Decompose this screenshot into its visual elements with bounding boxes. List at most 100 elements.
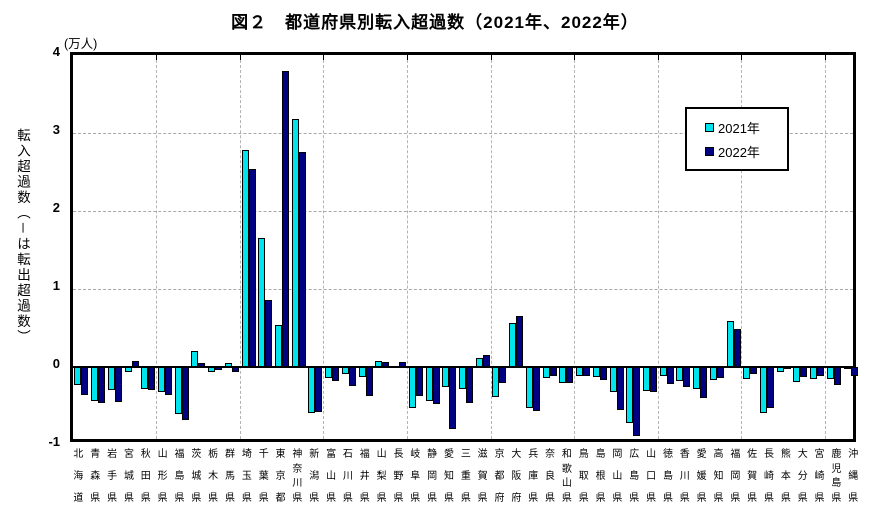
- x-label-char: 葉: [258, 471, 269, 482]
- x-label-char: 県: [646, 493, 657, 504]
- x-label-埼玉県: 埼玉県: [238, 450, 255, 504]
- x-axis-tick-mark: [323, 55, 325, 60]
- x-label-char: 崎: [764, 471, 775, 482]
- bar-2021年-福岡県: [726, 320, 734, 367]
- bar-2021年-岡山県: [609, 367, 617, 392]
- bar-2021年-愛知県: [442, 367, 450, 387]
- x-label-char: 県: [443, 493, 454, 504]
- bar-2021年-鹿児島県: [826, 367, 834, 380]
- x-label-char: 県: [612, 493, 623, 504]
- x-label-富山県: 富山県: [323, 450, 340, 504]
- bar-2022年-福島県: [181, 367, 189, 421]
- bar-2021年-島根県: [592, 367, 600, 378]
- x-label-佐賀県: 佐賀県: [744, 450, 761, 504]
- x-label-char: 島: [831, 478, 842, 490]
- vertical-gridline: [406, 55, 408, 439]
- x-label-長野県: 長野県: [390, 450, 407, 504]
- bar-2021年-滋賀県: [475, 358, 483, 367]
- x-label-char: 沖: [848, 449, 859, 460]
- y-tick-label: 1: [52, 278, 60, 293]
- x-label-char: 児: [831, 463, 842, 475]
- x-label-char: 県: [157, 493, 168, 504]
- legend-item-2021年: 2021年: [705, 118, 787, 137]
- x-label-char: 高: [713, 449, 724, 460]
- bar-2022年-山梨県: [382, 361, 390, 367]
- bar-2022年-香川県: [683, 367, 691, 388]
- x-label-char: 田: [140, 471, 151, 482]
- x-label-char: 県: [679, 493, 690, 504]
- bar-2022年-佐賀県: [750, 367, 758, 375]
- x-label-char: 山: [646, 449, 657, 460]
- bar-2021年-三重県: [459, 367, 466, 389]
- x-label-char: 県: [241, 493, 252, 504]
- x-label-char: 形: [157, 471, 168, 482]
- bar-2021年-石川県: [341, 367, 349, 375]
- x-label-char: 県: [477, 493, 488, 504]
- x-label-山口県: 山口県: [643, 450, 660, 504]
- x-label-char: 岩: [107, 449, 118, 460]
- bar-2022年-広島県: [633, 367, 641, 437]
- x-label-char: 県: [191, 493, 202, 504]
- x-label-char: 崎: [814, 471, 825, 482]
- x-label-char: 府: [511, 493, 522, 504]
- bar-2022年-岡山県: [616, 367, 624, 410]
- bar-2022年-大阪府: [516, 315, 524, 367]
- x-label-秋田県: 秋田県: [137, 450, 154, 504]
- x-label-愛媛県: 愛媛県: [693, 450, 710, 504]
- x-label-char: 良: [545, 471, 556, 482]
- legend-label: 2022年: [718, 144, 760, 160]
- x-label-char: 山: [612, 471, 623, 482]
- vertical-gridline: [825, 55, 827, 439]
- x-label-char: 県: [342, 493, 353, 504]
- x-label-char: 玉: [241, 471, 252, 482]
- x-label-char: 県: [107, 493, 118, 504]
- x-label-char: 賀: [747, 471, 758, 482]
- x-label-char: 県: [460, 493, 471, 504]
- x-label-奈良県: 奈良県: [542, 450, 559, 504]
- x-label-char: 岡: [612, 449, 623, 460]
- x-label-char: 県: [140, 493, 151, 504]
- x-label-char: 県: [359, 493, 370, 504]
- x-label-福岡県: 福岡県: [727, 450, 744, 504]
- x-label-char: 知: [713, 471, 724, 482]
- bar-2021年-富山県: [325, 367, 333, 378]
- bar-2022年-宮城県: [131, 360, 139, 367]
- bar-2022年-群馬県: [231, 367, 239, 372]
- x-label-char: 分: [797, 471, 808, 482]
- x-label-群馬県: 群馬県: [222, 450, 239, 504]
- bar-2022年-徳島県: [666, 367, 674, 385]
- bar-2022年-京都府: [499, 367, 507, 384]
- x-label-char: 県: [662, 493, 673, 504]
- x-label-char: 縄: [848, 471, 859, 482]
- x-label-char: 富: [326, 449, 337, 460]
- y-axis-title: 転入超過数（－は転出超過数）: [15, 128, 30, 345]
- bar-2021年-香川県: [676, 367, 684, 382]
- bar-2022年-青森県: [98, 367, 106, 403]
- x-label-北海道: 北海道: [70, 450, 87, 504]
- x-label-char: 島: [595, 449, 606, 460]
- x-label-char: 広: [629, 449, 640, 460]
- x-label-char: 県: [208, 493, 219, 504]
- x-label-char: 県: [561, 492, 572, 504]
- x-label-char: 野: [393, 471, 404, 482]
- x-label-char: 岐: [410, 449, 421, 460]
- bar-2021年-岩手県: [107, 367, 115, 391]
- x-label-char: 県: [545, 493, 556, 504]
- x-label-char: 長: [764, 449, 775, 460]
- x-label-char: 岡: [730, 471, 741, 482]
- bar-2022年-奈良県: [549, 367, 557, 377]
- bar-2021年-東京都: [275, 324, 283, 367]
- bar-2022年-鹿児島県: [833, 367, 841, 385]
- x-label-char: 県: [831, 492, 842, 504]
- x-label-神奈川県: 神奈川県: [289, 450, 306, 504]
- x-label-char: 県: [713, 493, 724, 504]
- bar-2021年-神奈川県: [291, 118, 299, 367]
- bar-2021年-山梨県: [375, 360, 383, 367]
- bar-2021年-大分県: [793, 367, 801, 382]
- x-label-char: 栃: [208, 449, 219, 460]
- x-label-宮崎県: 宮崎県: [811, 450, 828, 504]
- x-label-char: 埼: [241, 449, 252, 460]
- x-label-広島県: 広島県: [626, 450, 643, 504]
- x-label-山形県: 山形県: [154, 450, 171, 504]
- vertical-gridline: [323, 55, 325, 439]
